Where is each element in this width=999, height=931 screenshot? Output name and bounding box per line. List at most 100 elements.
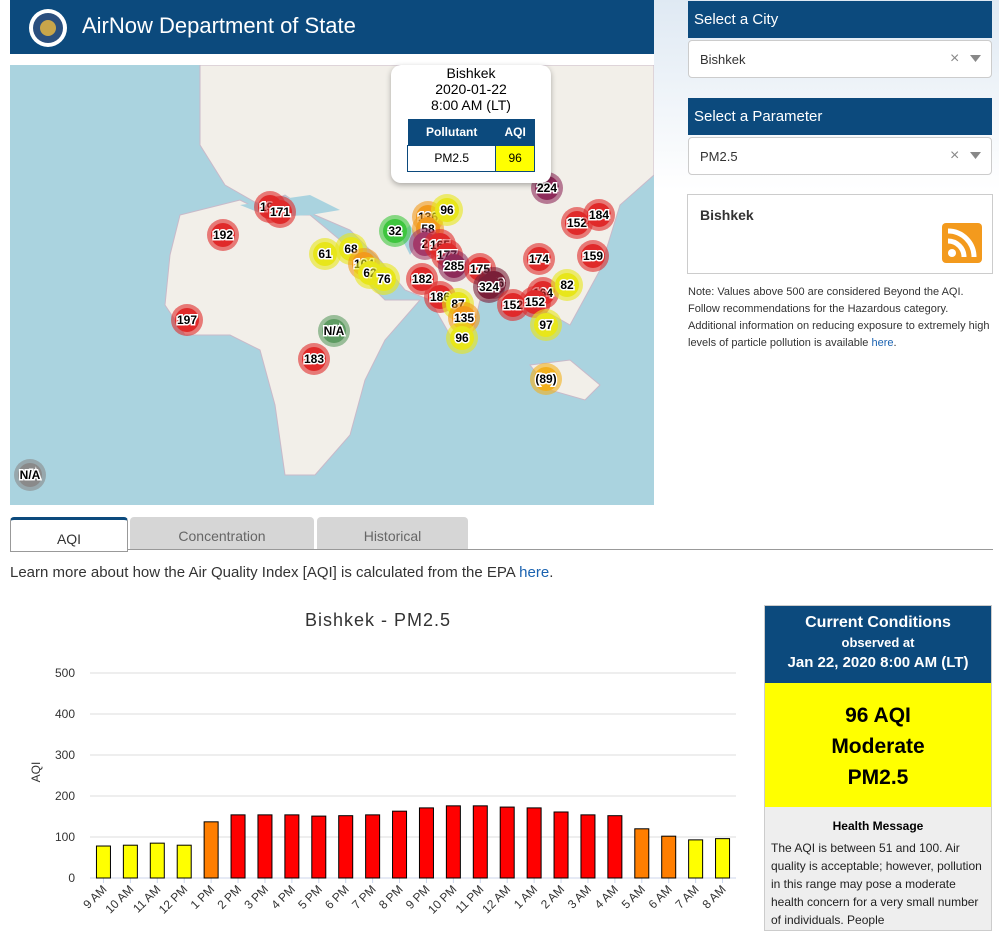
map-marker[interactable]: 96 bbox=[431, 194, 463, 226]
param-value: PM2.5 bbox=[700, 149, 738, 164]
bar bbox=[581, 815, 595, 878]
map-marker[interactable]: 192 bbox=[207, 219, 239, 251]
marker-label: 197 bbox=[177, 313, 197, 327]
map-marker[interactable]: 76 bbox=[368, 263, 400, 295]
map-marker[interactable]: N/A bbox=[318, 315, 350, 347]
x-tick-label: 1 AM bbox=[511, 882, 540, 911]
x-tick-label: 7 AM bbox=[673, 882, 702, 911]
note-link[interactable]: here bbox=[871, 337, 893, 349]
info-link[interactable]: here bbox=[519, 564, 549, 581]
marker-label: 61 bbox=[318, 247, 332, 261]
map-marker[interactable]: 171 bbox=[264, 196, 296, 228]
x-tick-label: 7 PM bbox=[349, 882, 379, 912]
y-tick-label: 200 bbox=[55, 789, 75, 803]
y-tick-label: 500 bbox=[55, 666, 75, 680]
bar bbox=[339, 816, 353, 878]
bar bbox=[204, 822, 218, 878]
popup-header: AQI bbox=[496, 119, 535, 145]
bar bbox=[473, 806, 487, 878]
map-marker[interactable]: 197 bbox=[171, 304, 203, 336]
popup-table: PollutantAQI PM2.596 bbox=[407, 119, 535, 172]
chart: Bishkek - PM2.5 AQI 01002003004005009 AM… bbox=[0, 600, 760, 931]
marker-label: 174 bbox=[529, 252, 549, 266]
marker-label: 183 bbox=[304, 352, 324, 366]
marker-label: 324 bbox=[479, 280, 499, 294]
bar bbox=[446, 806, 460, 878]
tab[interactable]: Historical bbox=[317, 517, 468, 549]
x-tick-label: 2 AM bbox=[538, 882, 567, 911]
bar bbox=[527, 808, 541, 878]
bar bbox=[419, 808, 433, 878]
x-tick-label: 3 PM bbox=[241, 882, 271, 912]
map-marker[interactable]: 96 bbox=[446, 322, 478, 354]
bar bbox=[258, 815, 272, 878]
bar bbox=[716, 839, 730, 878]
map-marker[interactable]: 97 bbox=[530, 309, 562, 341]
clear-button[interactable]: × bbox=[950, 50, 959, 68]
bar bbox=[662, 836, 676, 878]
popup-city: Bishkek bbox=[391, 65, 551, 81]
map-marker[interactable]: 32 bbox=[379, 215, 411, 247]
marker-label: N/A bbox=[20, 468, 41, 482]
popup-header: Pollutant bbox=[408, 119, 496, 145]
conditions-time: Jan 22, 2020 8:00 AM (LT) bbox=[765, 654, 991, 671]
clear-button[interactable]: × bbox=[950, 147, 959, 165]
x-tick-label: 4 AM bbox=[592, 882, 621, 911]
bar bbox=[312, 816, 326, 878]
note-text: Note: Values above 500 are considered Be… bbox=[688, 286, 989, 349]
tab[interactable]: AQI bbox=[10, 517, 128, 552]
conditions-observed: observed at bbox=[765, 635, 991, 650]
marker-label: 184 bbox=[589, 208, 609, 222]
map-marker[interactable]: N/A bbox=[14, 459, 46, 491]
x-tick-label: 5 AM bbox=[619, 882, 648, 911]
conditions-aqi: 96 AQI bbox=[765, 700, 991, 731]
rss-icon[interactable] bbox=[942, 223, 982, 263]
info-text: Learn more about how the Air Quality Ind… bbox=[10, 564, 553, 581]
marker-label: 285 bbox=[444, 259, 464, 273]
x-tick-label: 11 PM bbox=[453, 882, 487, 916]
conditions-category: Moderate bbox=[765, 731, 991, 762]
map-marker[interactable]: 174 bbox=[523, 243, 555, 275]
conditions-aqi-box: 96 AQI Moderate PM2.5 bbox=[765, 683, 991, 807]
bar bbox=[393, 811, 407, 878]
marker-label: 171 bbox=[270, 205, 290, 219]
tab-divider bbox=[127, 549, 993, 550]
map-marker[interactable]: 184 bbox=[583, 199, 615, 231]
bar bbox=[554, 812, 568, 878]
bar bbox=[689, 840, 703, 878]
city-select[interactable]: Bishkek × bbox=[688, 40, 992, 78]
map[interactable]: 194171192197183N/AN/A6168104627632136582… bbox=[10, 65, 654, 505]
marker-label: 97 bbox=[539, 318, 553, 332]
info: Learn more about how the Air Quality Ind… bbox=[10, 564, 515, 581]
marker-label: 182 bbox=[412, 272, 432, 286]
bar bbox=[366, 815, 380, 878]
map-marker[interactable]: (89) bbox=[530, 363, 562, 395]
map-marker[interactable]: 159 bbox=[577, 240, 609, 272]
x-tick-label: 5 PM bbox=[295, 882, 325, 912]
marker-label: 192 bbox=[213, 228, 233, 242]
tab[interactable]: Concentration bbox=[130, 517, 314, 549]
header-title: AirNow Department of State bbox=[82, 13, 356, 39]
x-tick-label: 1 PM bbox=[188, 882, 218, 912]
marker-label: 224 bbox=[537, 181, 557, 195]
x-tick-label: 3 AM bbox=[565, 882, 594, 911]
param-select[interactable]: PM2.5 × bbox=[688, 137, 992, 175]
marker-label: 96 bbox=[455, 331, 469, 345]
x-tick-label: 10 AM bbox=[103, 882, 137, 916]
x-tick-label: 2 PM bbox=[214, 882, 244, 912]
dropdown-arrow[interactable] bbox=[970, 55, 981, 62]
x-tick-label: 4 PM bbox=[268, 882, 298, 912]
popup-pollutant: PM2.5 bbox=[408, 145, 496, 171]
map-marker[interactable]: 82 bbox=[551, 269, 583, 301]
bar bbox=[123, 845, 137, 878]
y-tick-label: 0 bbox=[68, 871, 75, 885]
conditions-header: Current Conditions observed at Jan 22, 2… bbox=[765, 606, 991, 683]
map-marker[interactable]: 183 bbox=[298, 343, 330, 375]
x-tick-label: 12 PM bbox=[156, 882, 190, 916]
marker-label: 159 bbox=[583, 249, 603, 263]
y-tick-label: 300 bbox=[55, 748, 75, 762]
x-tick-label: 10 PM bbox=[425, 882, 459, 916]
marker-label: 76 bbox=[377, 272, 391, 286]
dropdown-arrow[interactable] bbox=[970, 152, 981, 159]
